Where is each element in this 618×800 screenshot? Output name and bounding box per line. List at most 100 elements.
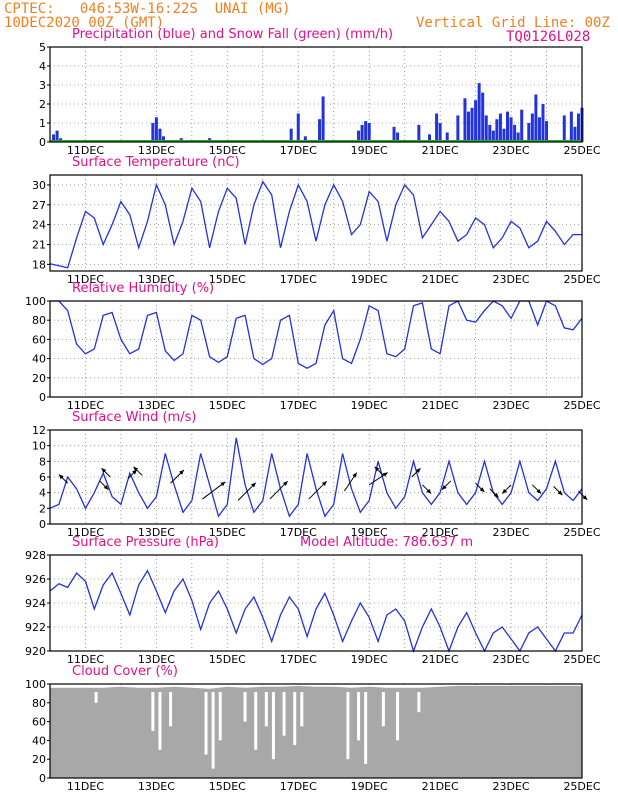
pressure-subtitle: Model Altitude: 786.637 m <box>300 535 473 550</box>
precip-bar <box>498 113 502 142</box>
cloud-area <box>50 685 582 778</box>
precip-bar <box>463 98 467 142</box>
precip-bar <box>470 107 474 142</box>
precip-bar <box>534 94 538 142</box>
temp-xtick-label: 23DEC <box>493 273 530 286</box>
rh-series-line <box>50 300 583 369</box>
wind-arrow-head <box>101 468 107 473</box>
temp-ytick-label: 27 <box>32 199 46 212</box>
rh-xtick-label: 23DEC <box>493 399 530 412</box>
precip-frame <box>49 46 583 143</box>
precip-bar <box>488 124 492 142</box>
wind-xtick-label: 19DEC <box>351 526 388 539</box>
wind-ytick-label: 6 <box>39 471 46 484</box>
precip-bar <box>530 113 534 142</box>
cloud-gap <box>211 692 215 769</box>
wind-ytick-label: 2 <box>39 502 46 515</box>
pressure-frame <box>49 554 583 652</box>
header-model-id: TQ0126L028 <box>506 29 591 45</box>
wind-arrow-head <box>426 488 432 494</box>
precip-xtick-label: 21DEC <box>422 144 459 157</box>
precip-bar <box>318 119 322 142</box>
pressure-series-line <box>49 569 583 654</box>
rh-xtick-label: 17DEC <box>280 399 317 412</box>
temp-grid <box>50 175 582 271</box>
rh-xtick-label: 15DEC <box>209 399 246 412</box>
precip-bar <box>161 136 165 142</box>
wind-arrow-head <box>415 468 421 473</box>
precip-bar <box>513 124 517 142</box>
precip-bar <box>537 117 541 142</box>
precip-bar <box>576 113 580 142</box>
cloud-gap <box>243 692 247 722</box>
precip-xtick-label: 17DEC <box>280 144 317 157</box>
cloud-gap <box>417 692 421 713</box>
header-station: CPTEC: 046:53W-16:22S UNAI (MG) <box>4 1 291 17</box>
cloud-xtick-label: 19DEC <box>351 780 388 793</box>
cloud-gap <box>357 692 361 741</box>
wind-arrow <box>127 469 138 479</box>
precip-bar <box>569 111 573 142</box>
wind-ytick-label: 12 <box>32 424 46 437</box>
cloud-ytick-label: 0 <box>39 772 46 785</box>
pressure-xtick-label: 17DEC <box>280 653 317 666</box>
rh-ytick-label: 80 <box>32 314 46 327</box>
cloud-xtick-label: 11DEC <box>67 780 104 793</box>
precip-grid <box>50 46 582 143</box>
cloud-gap <box>381 692 385 727</box>
header-date: 10DEC2020 00Z (GMT) <box>4 15 165 31</box>
wind-arrow <box>411 467 421 478</box>
precip-xtick-label: 11DEC <box>67 144 104 157</box>
precip-bar <box>151 123 155 142</box>
temp-ytick-label: 24 <box>32 219 46 232</box>
wind-arrow <box>269 480 288 500</box>
precip-xtick-label: 25DEC <box>563 144 600 157</box>
cloud-gap <box>218 692 222 741</box>
rh-frame <box>49 300 583 398</box>
cloud-gap <box>151 692 155 731</box>
precip-title: Precipitation (blue) and Snow Fall (gree… <box>72 27 393 42</box>
pressure-xtick-label: 13DEC <box>138 653 175 666</box>
precip-bar <box>427 134 431 142</box>
temp-ytick-label: 18 <box>32 258 46 271</box>
precip-bar <box>55 130 59 142</box>
wind-arrow-head <box>179 470 184 475</box>
pressure-xtick-label: 11DEC <box>67 653 104 666</box>
wind-arrow <box>58 474 69 484</box>
wind-arrow <box>501 484 512 494</box>
cloud-xtick-label: 15DEC <box>209 780 246 793</box>
rh-xtick-label: 11DEC <box>67 399 104 412</box>
rh-ytick-label: 100 <box>25 295 46 308</box>
wind-arrow-head <box>58 474 64 480</box>
precip-bar <box>52 134 56 142</box>
precip-bar <box>516 132 520 142</box>
rh-title: Relative Humidity (%) <box>72 281 214 296</box>
temp-xtick-label: 17DEC <box>280 273 317 286</box>
precip-bar <box>467 111 471 142</box>
cloud-gap <box>94 692 98 703</box>
precip-bar <box>364 121 368 142</box>
cloud-frame <box>49 683 583 779</box>
precip-ytick-label: 5 <box>39 41 46 54</box>
rh-xtick-label: 25DEC <box>563 399 600 412</box>
precip-xtick-label: 15DEC <box>209 144 246 157</box>
precip-bar <box>438 123 442 142</box>
precip-bar <box>360 124 364 142</box>
precip-bar <box>491 130 495 142</box>
pressure-grid <box>50 554 582 652</box>
wind-arrow-head <box>442 484 447 490</box>
rh-xtick-label: 13DEC <box>138 399 175 412</box>
wind-arrow <box>308 480 328 500</box>
pressure-ytick-label: 926 <box>25 573 46 586</box>
cloud-title: Cloud Cover (%) <box>72 664 178 679</box>
wind-ytick-label: 8 <box>39 455 46 468</box>
precip-ytick-label: 3 <box>39 79 46 92</box>
cloud-gap <box>264 692 268 727</box>
wind-arrow <box>202 481 226 500</box>
wind-arrow <box>489 488 499 498</box>
wind-arrow-head <box>133 466 139 472</box>
wind-ytick-label: 10 <box>32 440 46 453</box>
precip-bar <box>303 136 307 142</box>
precip-bar <box>527 123 531 142</box>
wind-arrow-head <box>502 488 508 494</box>
